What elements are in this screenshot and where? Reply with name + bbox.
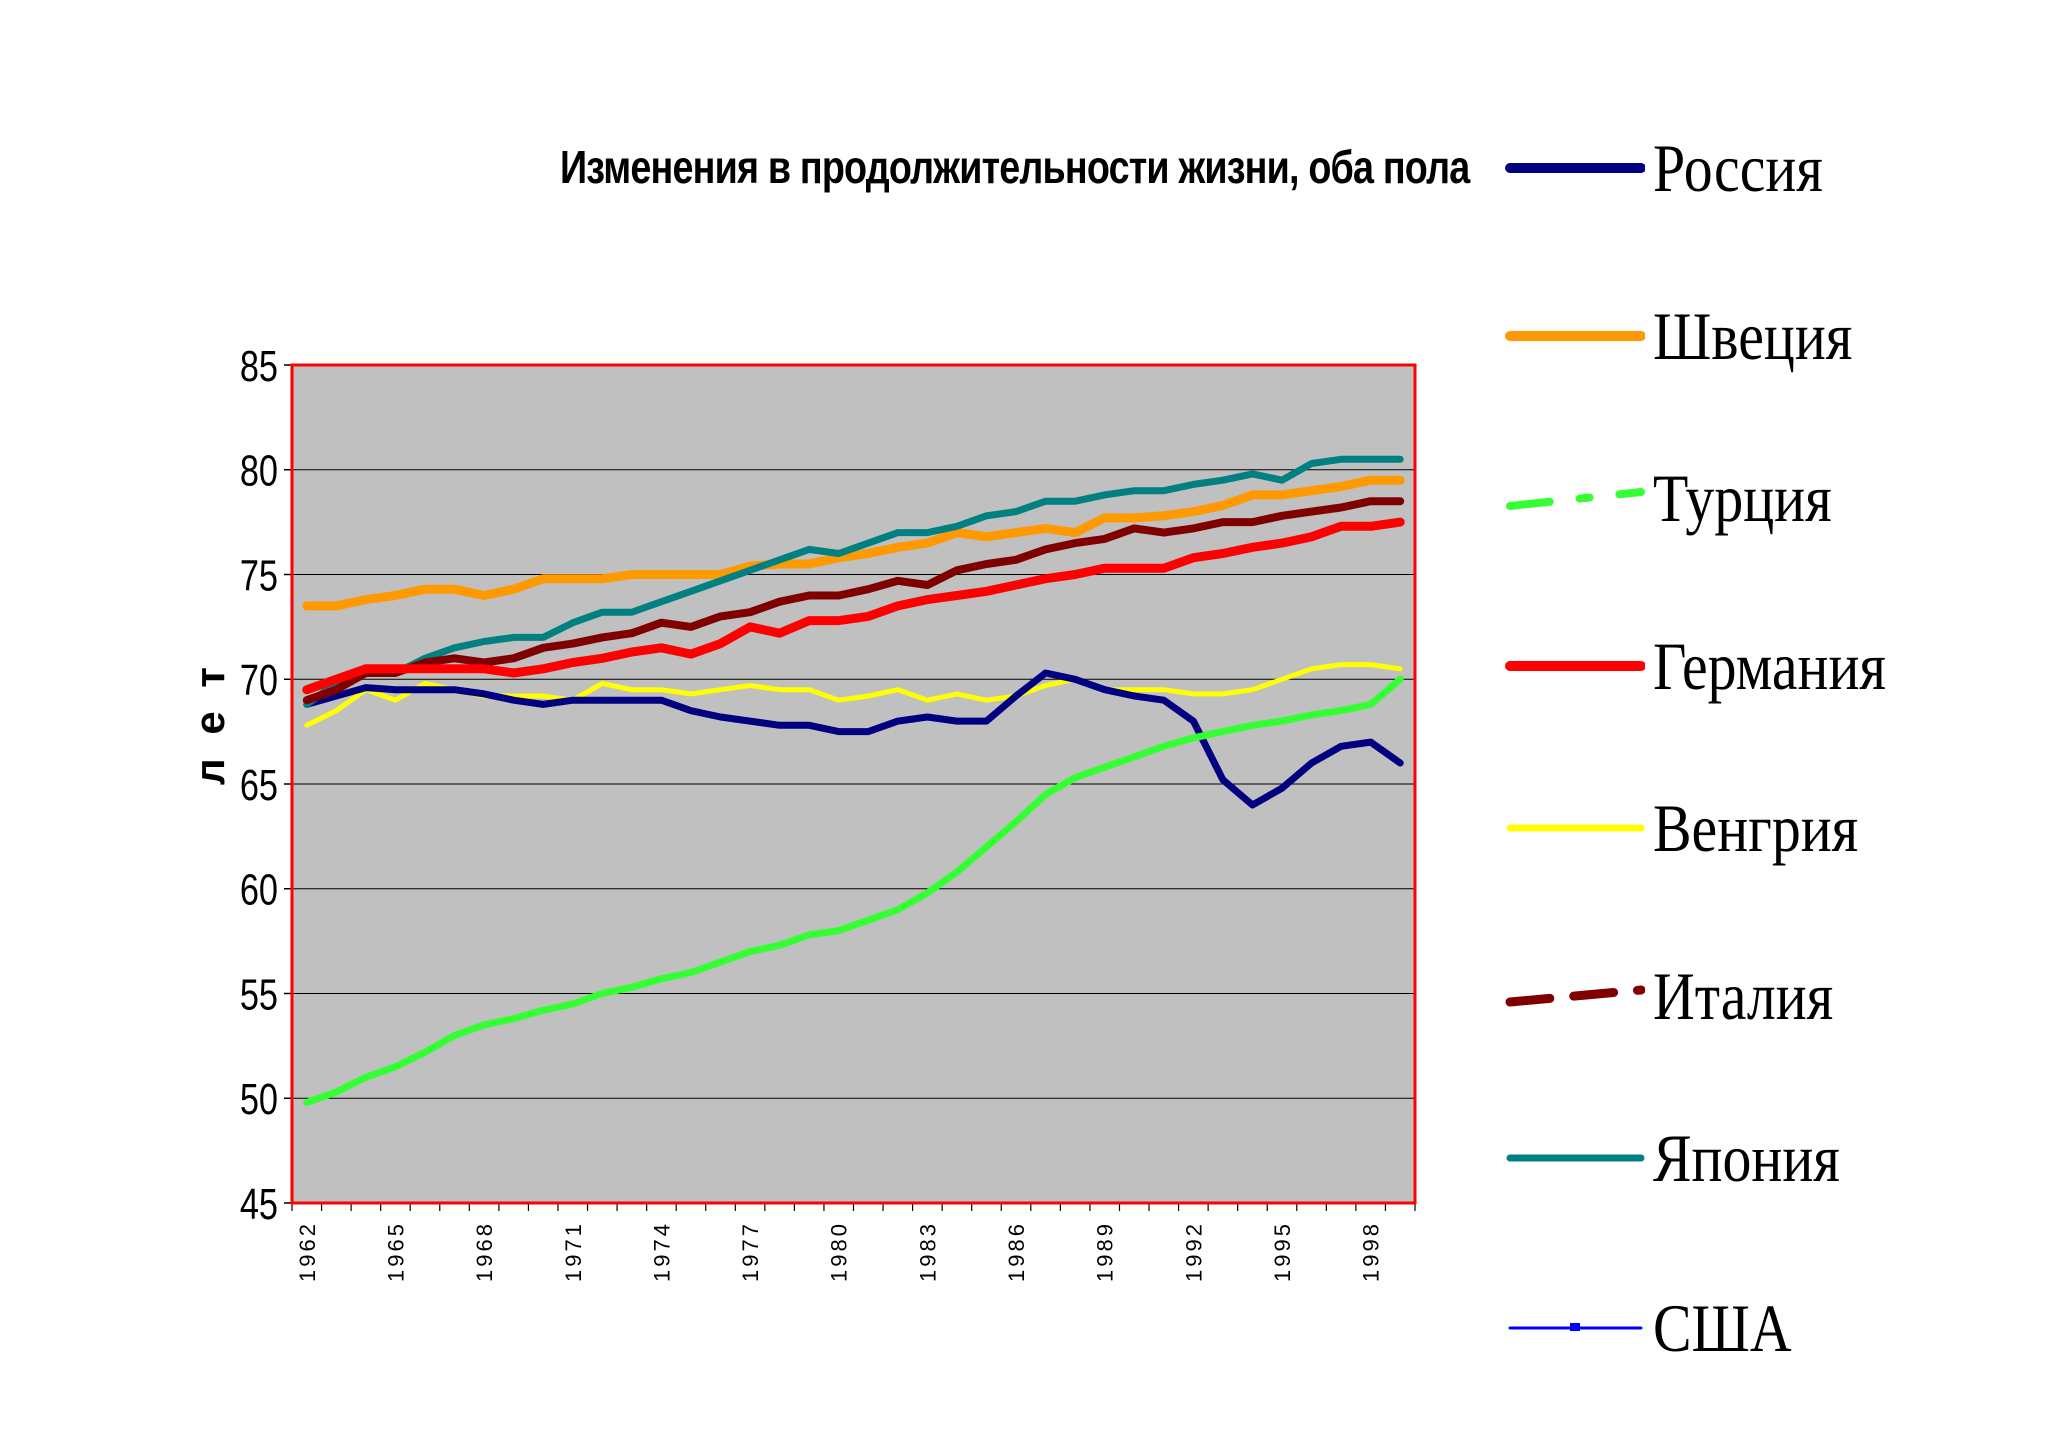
- x-tick-label: 1995: [1270, 1221, 1295, 1282]
- series-line-4: [302, 517, 1405, 695]
- y-tick-label: 85: [240, 342, 278, 391]
- legend-swatch: [1505, 331, 1645, 341]
- series-line-6: [302, 497, 1405, 705]
- x-tick-label: 1971: [561, 1221, 586, 1282]
- series-line-1: [303, 669, 1404, 809]
- legend-swatch: [1505, 985, 1645, 1007]
- x-tick-label: 1992: [1181, 1221, 1206, 1282]
- y-tick-label: 80: [240, 447, 278, 496]
- legend-swatch: [1506, 488, 1645, 510]
- legend-swatch: [1505, 661, 1645, 671]
- legend-item: Швеция: [1505, 296, 2025, 376]
- series-line-3: [303, 675, 1404, 1106]
- legend-item: США: [1505, 1288, 2025, 1368]
- x-tick-label: 1986: [1004, 1221, 1029, 1282]
- legend-item: Россия: [1505, 128, 2025, 208]
- y-tick-label: 65: [240, 761, 278, 810]
- x-tick-label: 1980: [827, 1221, 852, 1282]
- legend-swatch: [1508, 1323, 1643, 1331]
- x-tick-label: 1965: [383, 1221, 408, 1282]
- series-line-7: [303, 455, 1404, 708]
- legend-label: Япония: [1653, 1120, 1840, 1196]
- y-tick-label: 75: [240, 551, 278, 600]
- x-tick-label: 1983: [915, 1221, 940, 1282]
- legend-label: Германия: [1653, 628, 1886, 704]
- chart-title: Изменения в продолжительности жизни, оба…: [560, 141, 1470, 193]
- x-tick-label: 1998: [1359, 1221, 1384, 1282]
- legend-swatch: [1506, 1154, 1645, 1162]
- legend-swatch: [1506, 824, 1645, 832]
- legend-item: Италия: [1505, 956, 2025, 1036]
- legend-label: Швеция: [1653, 298, 1853, 374]
- y-tick-label: 70: [240, 656, 278, 705]
- legend-label: Турция: [1653, 460, 1832, 536]
- series-line-2: [302, 475, 1405, 611]
- series-lines: [302, 455, 1405, 1106]
- legend-swatch: [1505, 163, 1645, 173]
- legend-item: Япония: [1505, 1118, 2025, 1198]
- x-tick-label: 1977: [738, 1221, 763, 1282]
- x-tick-label: 1974: [649, 1221, 674, 1282]
- legend-item: Венгрия: [1505, 788, 2025, 868]
- legend-label: Россия: [1653, 130, 1823, 206]
- y-tick-label: 50: [240, 1075, 278, 1124]
- y-tick-label: 55: [240, 970, 278, 1019]
- legend-label: США: [1653, 1290, 1792, 1366]
- x-axis-ticks: 1962 1965 1968 1971 1974 1977 1980 1983 1986 1989…: [291, 1202, 1416, 1282]
- legend-label: Венгрия: [1653, 790, 1859, 866]
- legend-item: Турция: [1505, 458, 2025, 538]
- y-axis-ticks: 45 50 55 60 65 70 75 80 85: [240, 342, 292, 1229]
- x-tick-label: 1989: [1093, 1221, 1118, 1282]
- x-tick-label: 1962: [295, 1221, 320, 1282]
- legend-label: Италия: [1653, 958, 1834, 1034]
- y-tick-label: 45: [240, 1180, 278, 1229]
- y-tick-label: 60: [240, 866, 278, 915]
- legend-item: Германия: [1505, 626, 2025, 706]
- plot-border: [290, 363, 1417, 1205]
- x-tick-label: 1968: [472, 1221, 497, 1282]
